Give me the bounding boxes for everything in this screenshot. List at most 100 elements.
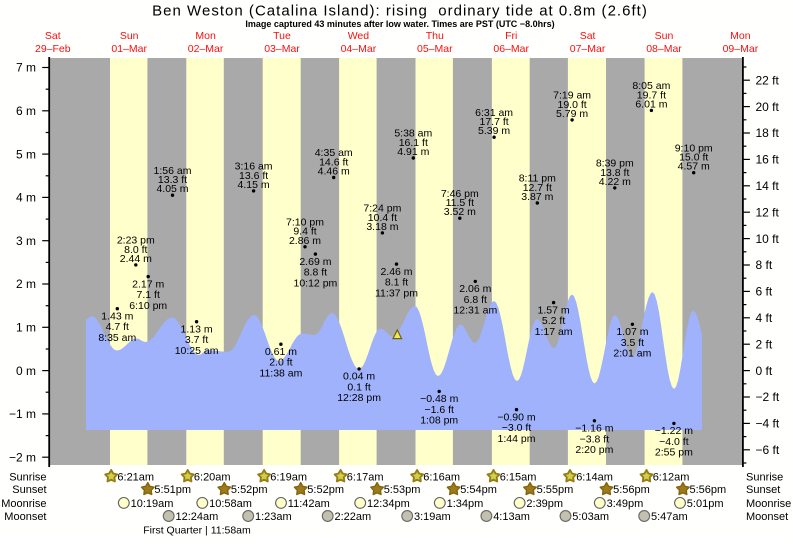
svg-text:3.5 ft: 3.5 ft [621,337,644,349]
svg-text:16 ft: 16 ft [756,153,780,167]
svg-text:−2 m: −2 m [9,450,36,464]
svg-text:5:51pm: 5:51pm [154,484,191,496]
svg-text:11:37 pm: 11:37 pm [375,287,418,299]
svg-text:Thu: Thu [426,30,444,42]
svg-text:1:44 pm: 1:44 pm [498,433,536,445]
svg-text:10:58am: 10:58am [209,498,252,510]
svg-text:2.0 ft: 2.0 ft [269,357,292,369]
svg-text:1.57 m: 1.57 m [538,304,570,316]
svg-text:Sunset: Sunset [746,484,780,496]
svg-text:20 ft: 20 ft [756,100,780,114]
svg-text:09–Mar: 09–Mar [723,43,759,55]
svg-text:2.46 m: 2.46 m [380,266,412,278]
svg-text:12:24am: 12:24am [176,511,219,523]
svg-text:10 ft: 10 ft [756,232,780,246]
svg-text:12:34pm: 12:34pm [367,498,410,510]
svg-text:6:10 pm: 6:10 pm [129,300,167,312]
svg-text:19.7 ft: 19.7 ft [637,89,666,101]
svg-text:6:31 am: 6:31 am [475,107,513,119]
svg-text:5:03am: 5:03am [572,511,609,523]
svg-text:8.0 ft: 8.0 ft [124,244,147,256]
svg-text:Image captured 43 minutes afte: Image captured 43 minutes after low wate… [245,19,554,29]
svg-text:3.7 ft: 3.7 ft [185,334,208,346]
svg-text:13.8 ft: 13.8 ft [600,167,629,179]
svg-text:2 m: 2 m [16,277,36,291]
svg-text:11:38 am: 11:38 am [259,367,302,379]
svg-text:2:39pm: 2:39pm [526,498,563,510]
svg-text:10:25 am: 10:25 am [175,345,219,357]
svg-text:8:11 pm: 8:11 pm [519,173,556,185]
svg-text:4 m: 4 m [16,191,36,205]
svg-text:7:10 pm: 7:10 pm [286,216,324,228]
svg-text:14.6 ft: 14.6 ft [319,156,348,168]
svg-text:29–Feb: 29–Feb [35,43,71,55]
svg-text:8:35 am: 8:35 am [98,332,136,344]
svg-text:01–Mar: 01–Mar [111,43,147,55]
svg-text:22 ft: 22 ft [756,73,780,87]
svg-text:1.43 m: 1.43 m [101,311,133,323]
svg-text:6:19am: 6:19am [270,471,307,483]
svg-text:6:16am: 6:16am [423,471,460,483]
svg-text:5.2 ft: 5.2 ft [542,315,565,327]
svg-text:−4 ft: −4 ft [756,417,780,431]
svg-text:5:52pm: 5:52pm [307,484,344,496]
svg-text:Sun: Sun [655,30,674,42]
svg-text:5:52pm: 5:52pm [231,484,268,496]
svg-text:6:20am: 6:20am [194,471,231,483]
svg-text:7:19 am: 7:19 am [553,90,591,102]
svg-text:−2 ft: −2 ft [756,390,780,404]
svg-text:3:16 am: 3:16 am [235,161,273,173]
svg-text:4 ft: 4 ft [756,311,773,325]
svg-text:1:08 pm: 1:08 pm [420,415,458,427]
svg-text:−1.22 m: −1.22 m [655,425,693,437]
svg-text:2:01 am: 2:01 am [613,348,651,360]
svg-text:2.06 m: 2.06 m [459,283,491,295]
svg-text:Ben Weston (Catalina Island):: Ben Weston (Catalina Island): rising ord… [152,3,648,20]
svg-text:First Quarter | 11:58am: First Quarter | 11:58am [143,525,251,537]
svg-text:−1 m: −1 m [9,407,36,421]
svg-text:−6 ft: −6 ft [756,443,780,457]
svg-text:1.13 m: 1.13 m [181,324,213,336]
svg-text:5 m: 5 m [16,147,36,161]
svg-text:5:55pm: 5:55pm [537,484,574,496]
svg-text:10:19am: 10:19am [131,498,174,510]
svg-text:16.1 ft: 16.1 ft [399,137,428,149]
svg-text:6 ft: 6 ft [756,285,773,299]
svg-text:03–Mar: 03–Mar [264,43,300,55]
svg-text:Sat: Sat [45,30,61,42]
svg-text:2:20 pm: 2:20 pm [575,444,613,456]
svg-text:1:17 am: 1:17 am [535,326,573,338]
svg-text:7:24 pm: 7:24 pm [363,203,401,215]
svg-text:0 ft: 0 ft [756,364,773,378]
svg-text:Sunrise: Sunrise [9,471,46,483]
svg-text:6:14am: 6:14am [576,471,613,483]
svg-text:5:56pm: 5:56pm [690,484,727,496]
svg-text:7 m: 7 m [16,61,36,75]
svg-text:Sat: Sat [580,30,596,42]
svg-text:4:35 am: 4:35 am [315,147,353,159]
svg-text:Moonset: Moonset [4,511,46,523]
svg-text:0 m: 0 m [16,364,36,378]
svg-text:4:13am: 4:13am [493,511,530,523]
svg-text:2.86 m: 2.86 m [289,235,321,247]
svg-text:4.57 m: 4.57 m [678,161,710,173]
svg-text:4.22 m: 4.22 m [599,176,631,188]
svg-text:Moonrise: Moonrise [746,498,791,510]
svg-text:1:56 am: 1:56 am [154,165,192,177]
svg-text:9.4 ft: 9.4 ft [293,226,316,238]
svg-text:6.01 m: 6.01 m [635,98,667,110]
svg-text:3.87 m: 3.87 m [521,191,553,203]
svg-text:1:34pm: 1:34pm [447,498,484,510]
svg-text:5:38 am: 5:38 am [394,128,432,140]
svg-text:1.07 m: 1.07 m [616,326,648,338]
svg-text:2.69 m: 2.69 m [299,256,331,268]
svg-text:4.7 ft: 4.7 ft [106,321,129,333]
svg-text:12:28 pm: 12:28 pm [337,392,381,404]
svg-text:3:49pm: 3:49pm [607,498,644,510]
svg-text:0.04 m: 0.04 m [343,371,375,383]
svg-text:−0.90 m: −0.90 m [497,411,535,423]
svg-text:5:53pm: 5:53pm [384,484,421,496]
svg-text:5:47am: 5:47am [651,511,688,523]
svg-text:Fri: Fri [505,30,517,42]
svg-text:5.79 m: 5.79 m [556,108,588,120]
